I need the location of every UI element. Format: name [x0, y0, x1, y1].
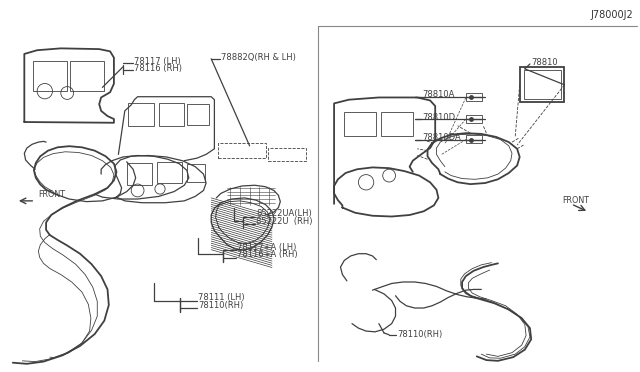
Text: 78882Q(RH & LH): 78882Q(RH & LH) [221, 53, 296, 62]
Bar [187, 164, 205, 182]
Text: J78000J2: J78000J2 [591, 10, 634, 20]
Text: FRONT: FRONT [38, 190, 65, 199]
Bar [466, 115, 482, 123]
Bar [268, 148, 306, 161]
Text: 78810A: 78810A [422, 90, 455, 99]
Text: 78116+A (RH): 78116+A (RH) [237, 250, 298, 259]
Text: 78111 (LH): 78111 (LH) [198, 293, 245, 302]
Text: 78810DA: 78810DA [422, 133, 461, 142]
Bar [466, 135, 482, 143]
Bar [218, 143, 266, 158]
Bar [466, 93, 482, 101]
Text: 78116 (RH): 78116 (RH) [134, 64, 182, 73]
Text: 78117+A (LH): 78117+A (LH) [237, 243, 296, 252]
Text: 78110(RH): 78110(RH) [397, 330, 442, 339]
Bar [344, 112, 376, 136]
Bar [159, 103, 184, 126]
Text: 85222U  (RH): 85222U (RH) [256, 217, 312, 226]
Bar [187, 104, 209, 125]
Bar [127, 163, 152, 185]
Bar [157, 162, 182, 183]
Text: 78117 (LH): 78117 (LH) [134, 57, 181, 66]
Bar [33, 61, 67, 91]
Text: 78810: 78810 [531, 58, 558, 67]
Text: 78810D: 78810D [422, 113, 456, 122]
Bar [524, 70, 561, 99]
Bar [70, 61, 104, 91]
Text: FRONT: FRONT [562, 196, 589, 205]
Bar [381, 112, 413, 136]
Bar [520, 67, 564, 102]
Text: 78110(RH): 78110(RH) [198, 301, 244, 310]
Bar [128, 103, 154, 126]
Text: 85222UA(LH): 85222UA(LH) [256, 209, 312, 218]
